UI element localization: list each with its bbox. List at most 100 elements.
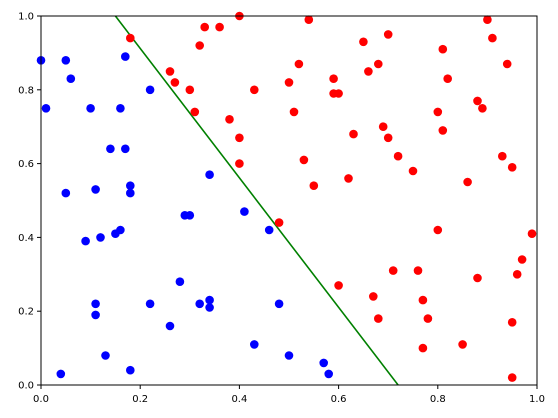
data-point xyxy=(418,343,428,353)
data-point xyxy=(359,37,368,47)
y-tick-label: 0.0 xyxy=(18,381,34,392)
data-point xyxy=(235,159,244,168)
data-point xyxy=(225,115,234,124)
data-point xyxy=(274,218,284,227)
data-point xyxy=(473,273,482,283)
data-point xyxy=(86,104,95,113)
data-point xyxy=(126,365,135,375)
data-point xyxy=(215,22,224,32)
data-point xyxy=(344,174,353,183)
data-point xyxy=(433,107,443,117)
series-0 xyxy=(36,52,334,379)
x-tick-label: 0.0 xyxy=(33,394,49,405)
plot-background xyxy=(41,16,537,385)
data-point xyxy=(517,255,527,264)
data-point xyxy=(126,33,135,43)
data-point xyxy=(284,78,294,87)
data-point xyxy=(116,225,125,235)
data-point xyxy=(488,33,497,43)
data-point xyxy=(329,74,338,83)
data-point xyxy=(299,155,309,165)
data-point xyxy=(145,85,155,95)
plot-frame xyxy=(40,15,538,386)
x-tick-label: 0.8 xyxy=(430,394,446,405)
data-point xyxy=(126,181,135,190)
y-tick-label: 0.6 xyxy=(18,159,34,170)
data-point xyxy=(200,22,209,32)
data-point xyxy=(498,151,507,161)
y-tick-label: 1.0 xyxy=(18,12,34,23)
data-point xyxy=(116,104,125,113)
data-point xyxy=(334,281,343,290)
data-point xyxy=(324,369,334,379)
data-point xyxy=(364,67,373,76)
data-point xyxy=(91,185,100,194)
data-point xyxy=(463,177,472,187)
data-point xyxy=(294,59,304,69)
data-point xyxy=(507,373,517,382)
data-point xyxy=(170,78,180,87)
data-point xyxy=(56,369,66,379)
data-point xyxy=(195,41,204,50)
data-point xyxy=(349,129,358,139)
data-point xyxy=(165,67,175,76)
data-point xyxy=(408,166,418,176)
data-point xyxy=(205,295,214,305)
data-point xyxy=(334,89,343,98)
data-point xyxy=(264,225,274,235)
data-point xyxy=(309,181,319,190)
data-point xyxy=(473,96,482,106)
data-point xyxy=(66,74,76,83)
data-point xyxy=(478,104,487,113)
data-point xyxy=(145,299,155,309)
data-point xyxy=(374,59,383,69)
data-point xyxy=(106,144,115,154)
data-point xyxy=(383,30,393,39)
x-axis: 0.0 0.2 0.4 0.6 0.8 1.0 xyxy=(33,385,545,405)
data-point xyxy=(374,314,383,323)
data-point xyxy=(121,144,130,154)
data-point xyxy=(235,133,244,143)
x-tick-label: 0.4 xyxy=(231,394,247,405)
marks-layer xyxy=(36,11,537,386)
data-point xyxy=(284,351,294,360)
data-point xyxy=(438,44,448,54)
data-point xyxy=(240,207,249,216)
data-point xyxy=(502,59,512,69)
data-point xyxy=(121,52,130,61)
data-point xyxy=(81,236,90,246)
data-point xyxy=(383,133,393,143)
data-point xyxy=(96,233,105,242)
data-point xyxy=(423,314,433,323)
data-point xyxy=(61,188,71,198)
data-point xyxy=(418,295,428,305)
data-point xyxy=(185,211,195,220)
y-tick-label: 0.8 xyxy=(18,85,34,96)
x-tick-label: 0.6 xyxy=(331,394,347,405)
y-axis: 0.0 0.2 0.4 0.6 0.8 1.0 xyxy=(18,12,41,392)
data-point xyxy=(483,15,492,24)
data-point xyxy=(369,292,378,301)
data-point xyxy=(250,85,259,95)
data-point xyxy=(126,188,135,198)
data-point xyxy=(507,318,517,327)
data-point xyxy=(289,107,299,117)
x-tick-label: 0.2 xyxy=(132,394,148,405)
data-point xyxy=(433,225,443,235)
data-point xyxy=(319,358,329,368)
data-point xyxy=(527,229,537,238)
plot-area xyxy=(36,11,538,386)
x-tick-label: 1.0 xyxy=(529,394,545,405)
data-point xyxy=(205,170,214,179)
data-point xyxy=(175,277,185,287)
data-point xyxy=(393,151,403,161)
data-point xyxy=(190,107,200,117)
data-point xyxy=(274,299,284,309)
data-point xyxy=(304,15,314,24)
data-point xyxy=(91,299,100,309)
boundary-line xyxy=(114,15,399,386)
data-point xyxy=(388,266,398,275)
data-point xyxy=(205,303,214,312)
series-1 xyxy=(126,11,537,382)
